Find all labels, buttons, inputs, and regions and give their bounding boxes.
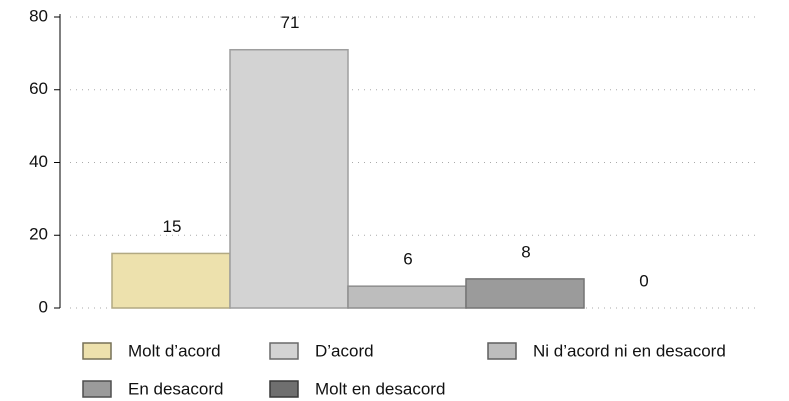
y-tick-label: 60: [29, 79, 48, 98]
legend-swatch: [269, 342, 299, 360]
y-tick-label: 40: [29, 152, 48, 171]
bar: [347, 285, 467, 309]
y-tick-label: 0: [39, 297, 48, 316]
y-tick-label: 20: [29, 225, 48, 244]
data-label: 71: [281, 13, 300, 32]
legend-label: Molt d’acord: [128, 341, 221, 360]
data-label: 6: [403, 250, 412, 269]
data-label: 8: [521, 242, 530, 261]
legend-label: En desacord: [128, 379, 223, 398]
y-tick-label: 80: [29, 6, 48, 25]
data-label: 15: [163, 217, 182, 236]
legend-swatch: [269, 380, 299, 398]
legend-swatch: [82, 342, 112, 360]
legend-swatch: [487, 342, 517, 360]
bar: [111, 252, 231, 309]
legend-swatch: [82, 380, 112, 398]
bar: [465, 278, 585, 309]
legend-label: Ni d’acord ni en desacord: [533, 341, 726, 360]
data-label: 0: [639, 271, 648, 290]
legend-label: D’acord: [315, 341, 374, 360]
legend-label: Molt en desacord: [315, 379, 445, 398]
bar: [229, 48, 349, 309]
